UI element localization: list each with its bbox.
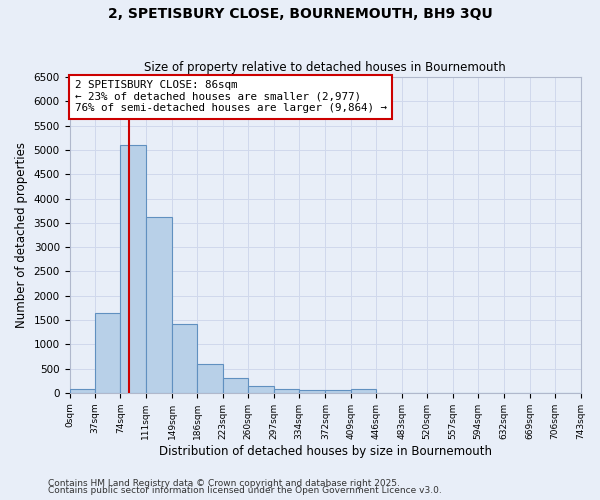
- Bar: [197, 364, 223, 393]
- X-axis label: Distribution of detached houses by size in Bournemouth: Distribution of detached houses by size …: [158, 444, 491, 458]
- Text: 2, SPETISBURY CLOSE, BOURNEMOUTH, BH9 3QU: 2, SPETISBURY CLOSE, BOURNEMOUTH, BH9 3Q…: [107, 8, 493, 22]
- Text: Contains HM Land Registry data © Crown copyright and database right 2025.: Contains HM Land Registry data © Crown c…: [48, 478, 400, 488]
- Title: Size of property relative to detached houses in Bournemouth: Size of property relative to detached ho…: [144, 62, 506, 74]
- Bar: [299, 390, 325, 393]
- Text: Contains public sector information licensed under the Open Government Licence v3: Contains public sector information licen…: [48, 486, 442, 495]
- Bar: [274, 389, 299, 393]
- Bar: [351, 390, 376, 393]
- Bar: [146, 217, 172, 393]
- Bar: [325, 390, 351, 393]
- Y-axis label: Number of detached properties: Number of detached properties: [15, 142, 28, 328]
- Text: 2 SPETISBURY CLOSE: 86sqm
← 23% of detached houses are smaller (2,977)
76% of se: 2 SPETISBURY CLOSE: 86sqm ← 23% of detac…: [74, 80, 386, 114]
- Bar: [95, 312, 121, 393]
- Bar: [223, 378, 248, 393]
- Bar: [172, 324, 197, 393]
- Bar: [248, 386, 274, 393]
- Bar: [121, 145, 146, 393]
- Bar: [70, 389, 95, 393]
